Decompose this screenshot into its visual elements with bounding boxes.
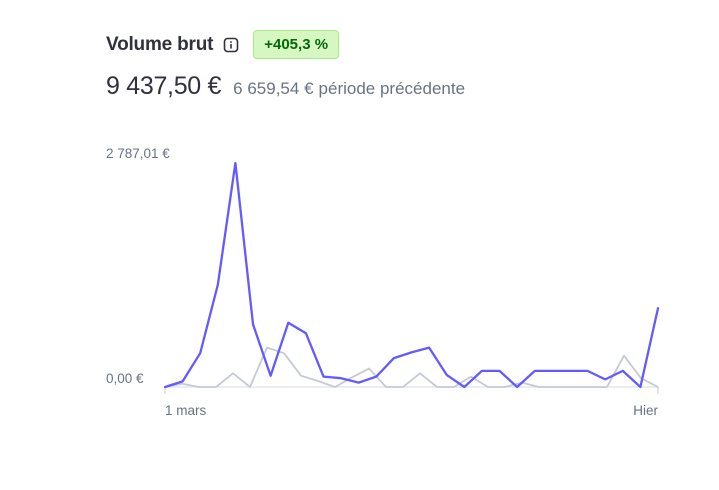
y-axis-min-label: 0,00 € bbox=[106, 371, 144, 386]
card-title: Volume brut bbox=[106, 33, 214, 55]
card-header: Volume brut +405,3 % bbox=[106, 30, 340, 59]
info-icon[interactable] bbox=[223, 37, 239, 53]
x-axis-start-label: 1 mars bbox=[165, 403, 207, 418]
total-amount: 9 437,50 € bbox=[106, 72, 222, 100]
previous-period-label: période précédente bbox=[318, 79, 466, 98]
y-axis-max-label: 2 787,01 € bbox=[106, 146, 170, 161]
previous-amount: 6 659,54 € bbox=[233, 79, 314, 98]
amount-row: 9 437,50 € 6 659,54 € période précédente bbox=[106, 72, 465, 101]
previous-period-line bbox=[164, 346, 659, 388]
change-badge: +405,3 % bbox=[253, 30, 340, 59]
current-period-line bbox=[163, 161, 660, 389]
x-axis-end-label: Hier bbox=[633, 403, 658, 418]
